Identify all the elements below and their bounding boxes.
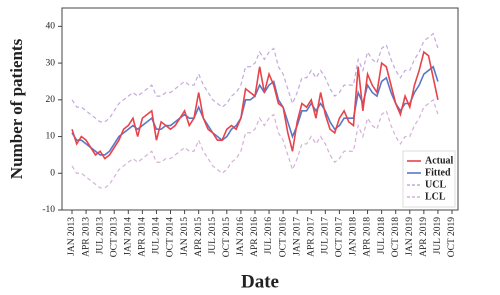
x-tick-label: JAN 2018 xyxy=(349,217,359,256)
legend-label: Fitted xyxy=(425,167,451,178)
x-tick-label: APR 2015 xyxy=(194,217,204,257)
series-line xyxy=(71,50,439,160)
x-tick-label: APR 2018 xyxy=(363,217,373,257)
x-tick-label: APR 2017 xyxy=(306,217,316,257)
plot-frame xyxy=(61,7,459,211)
series-line xyxy=(71,32,439,123)
y-tick-label: 0 xyxy=(50,168,55,178)
y-tick-label: 10 xyxy=(46,132,56,142)
legend-label: UCL xyxy=(425,179,446,190)
x-tick-label: APR 2019 xyxy=(419,217,429,257)
x-tick-label: OCT 2018 xyxy=(391,217,401,257)
x-tick-label: OCT 2017 xyxy=(335,217,345,257)
x-tick-label: APR 2013 xyxy=(81,217,91,257)
x-tick-label: JAN 2016 xyxy=(236,217,246,256)
x-axis-title: Date xyxy=(241,271,279,292)
y-tick-label: 40 xyxy=(46,22,56,32)
x-tick-label: JUL 2018 xyxy=(377,217,387,255)
x-tick-label: JAN 2019 xyxy=(405,217,415,256)
x-tick-label: OCT 2013 xyxy=(109,217,119,257)
x-tick-label: JUL 2019 xyxy=(433,217,443,255)
x-tick-label: JUL 2017 xyxy=(321,217,331,255)
x-tick-label: JUL 2016 xyxy=(264,217,274,255)
y-tick-label: 30 xyxy=(46,58,56,68)
x-tick-label: JUL 2013 xyxy=(95,217,105,255)
y-tick-label: 20 xyxy=(46,95,56,105)
x-tick-label: JUL 2015 xyxy=(208,217,218,255)
y-tick-label: -10 xyxy=(42,205,55,215)
legend-label: Actual xyxy=(425,155,454,166)
x-tick-label: JAN 2014 xyxy=(123,217,133,256)
x-tick-label: APR 2016 xyxy=(250,217,260,257)
x-tick-label: APR 2014 xyxy=(138,217,148,257)
x-tick-label: OCT 2016 xyxy=(278,217,288,257)
x-tick-label: JUL 2014 xyxy=(152,217,162,255)
y-axis-title: Number of patients xyxy=(7,38,26,179)
series-line xyxy=(71,98,439,189)
x-tick-label: OCT 2014 xyxy=(166,217,176,257)
x-tick-label: JAN 2017 xyxy=(292,217,302,256)
x-tick-label: OCT 2019 xyxy=(447,217,457,257)
legend-label: LCL xyxy=(425,191,446,202)
x-tick-label: OCT 2015 xyxy=(222,217,232,257)
x-tick-label: JAN 2013 xyxy=(67,217,77,256)
x-tick-label: JAN 2015 xyxy=(180,217,190,256)
